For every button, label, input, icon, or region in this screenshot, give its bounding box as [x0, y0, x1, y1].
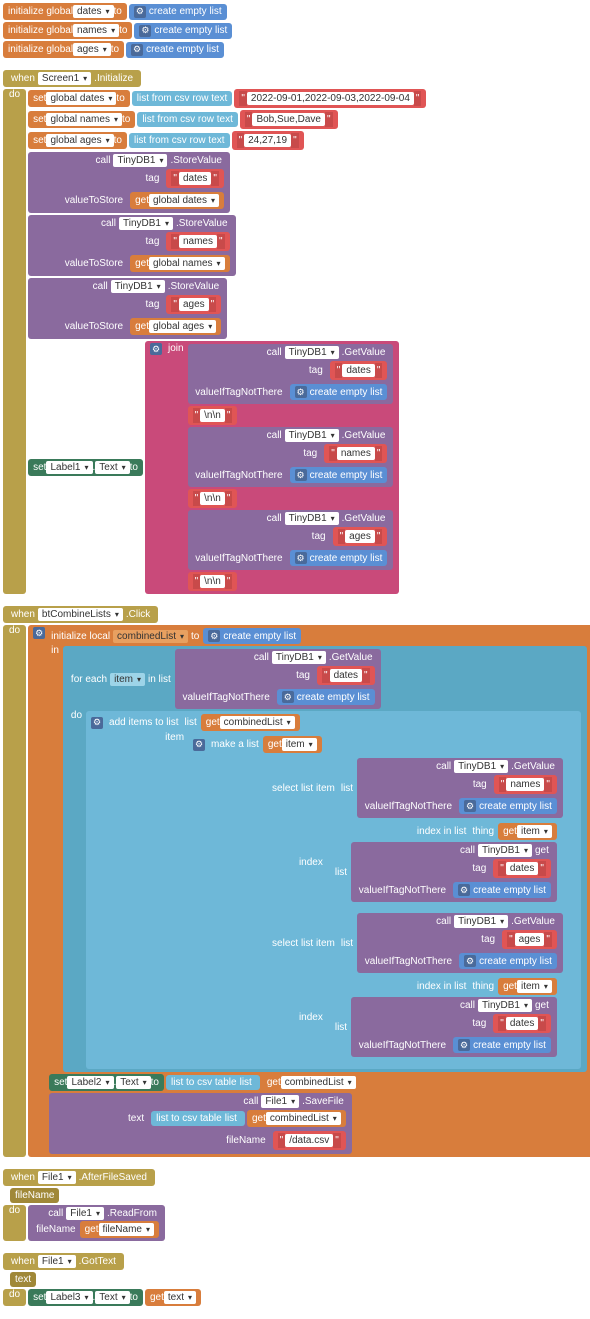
foreach[interactable]: for each item in list callTinyDB1.GetVal…: [63, 646, 587, 1072]
getvalue[interactable]: callTinyDB1get tag" dates " valueIfTagNo…: [351, 997, 557, 1057]
getvalue[interactable]: callTinyDB1.GetValue tag" names " valueI…: [357, 758, 563, 818]
select-list-item[interactable]: select list item list callTinyDB1.GetVal…: [264, 910, 569, 1063]
get-filename[interactable]: get fileName: [80, 1221, 159, 1238]
add-items[interactable]: add items to list list get combinedList …: [86, 711, 581, 1069]
param: fileName: [10, 1188, 59, 1203]
gear-icon: [131, 44, 143, 56]
store-row[interactable]: callTinyDB1.StoreValue tag" dates " valu…: [27, 151, 236, 214]
when-header[interactable]: when Screen1 .Initialize: [3, 70, 141, 87]
gear-icon: [150, 343, 162, 355]
gear-icon: [295, 469, 307, 481]
when-afterfilesaved: when File1 .AfterFileSaved fileName do c…: [2, 1168, 590, 1242]
savefile[interactable]: callFile1.SaveFile text list to csv tabl…: [49, 1093, 352, 1154]
set-row[interactable]: set global names to list from csv row te…: [27, 109, 427, 130]
gear-icon: [139, 25, 151, 37]
select-list-item[interactable]: select list item list callTinyDB1.GetVal…: [264, 755, 569, 908]
gear-icon: [295, 552, 307, 564]
set-label1[interactable]: set Label1 . Text to join callTinyDB1.Ge…: [27, 340, 400, 595]
gear-icon: [134, 6, 146, 18]
make-list[interactable]: make a list get item select list item li…: [188, 733, 575, 1066]
readfrom[interactable]: callFile1.ReadFrom fileName get fileName: [28, 1205, 165, 1241]
globals-section: initialize global dates to create empty …: [2, 2, 590, 59]
index-in-list[interactable]: index in list thingget item list callTin…: [327, 820, 563, 905]
init-global-names[interactable]: initialize global names to create empty …: [2, 21, 590, 40]
getvalue[interactable]: callTinyDB1.GetValue tag" dates " valueI…: [188, 344, 394, 404]
init-global-dates[interactable]: initialize global dates to create empty …: [2, 2, 590, 21]
getvalue[interactable]: callTinyDB1.GetValue tag" dates " valueI…: [175, 649, 381, 709]
store-row[interactable]: callTinyDB1.StoreValue tag" ages " value…: [27, 277, 236, 340]
when-click-header[interactable]: when btCombineLists .Click: [3, 606, 158, 623]
store-row[interactable]: callTinyDB1.StoreValue tag" names " valu…: [27, 214, 236, 277]
get-text[interactable]: get text: [145, 1289, 201, 1306]
getvalue[interactable]: callTinyDB1.GetValue tag" names " valueI…: [188, 427, 394, 487]
gear-icon: [295, 386, 307, 398]
init-kw: .Initialize: [91, 73, 136, 84]
init-local[interactable]: initialize local combinedList to create …: [27, 624, 590, 1158]
getvalue[interactable]: callTinyDB1.GetValue tag" ages " valueIf…: [188, 510, 394, 570]
init-global-ages[interactable]: initialize global ages to create empty l…: [2, 40, 590, 59]
when-gottext: when File1 .GotText text do set Label3 .…: [2, 1252, 590, 1307]
set-row[interactable]: set global ages to list from csv row tex…: [27, 130, 427, 151]
index-in-list[interactable]: index in list thingget item list callTin…: [327, 975, 563, 1060]
set-label2[interactable]: set Label2 . Text to list to csv table l…: [48, 1073, 362, 1092]
when-initialize: when Screen1 .Initialize do set global d…: [2, 69, 590, 595]
set-label3[interactable]: set Label3 . Text to: [28, 1289, 143, 1306]
screen-dd[interactable]: Screen1: [38, 72, 91, 85]
set-row[interactable]: set global dates to list from csv row te…: [27, 88, 427, 109]
getvalue[interactable]: callTinyDB1.GetValue tag" ages " valueIf…: [357, 913, 563, 973]
when-click: when btCombineLists .Click do initialize…: [2, 605, 590, 1158]
btn-dd[interactable]: btCombineLists: [38, 608, 123, 621]
when-kw: when: [8, 73, 38, 84]
do-label: do: [3, 89, 26, 594]
getvalue[interactable]: callTinyDB1get tag" dates " valueIfTagNo…: [351, 842, 557, 902]
file-dd[interactable]: File1: [38, 1171, 76, 1184]
param-text: text: [10, 1272, 36, 1287]
